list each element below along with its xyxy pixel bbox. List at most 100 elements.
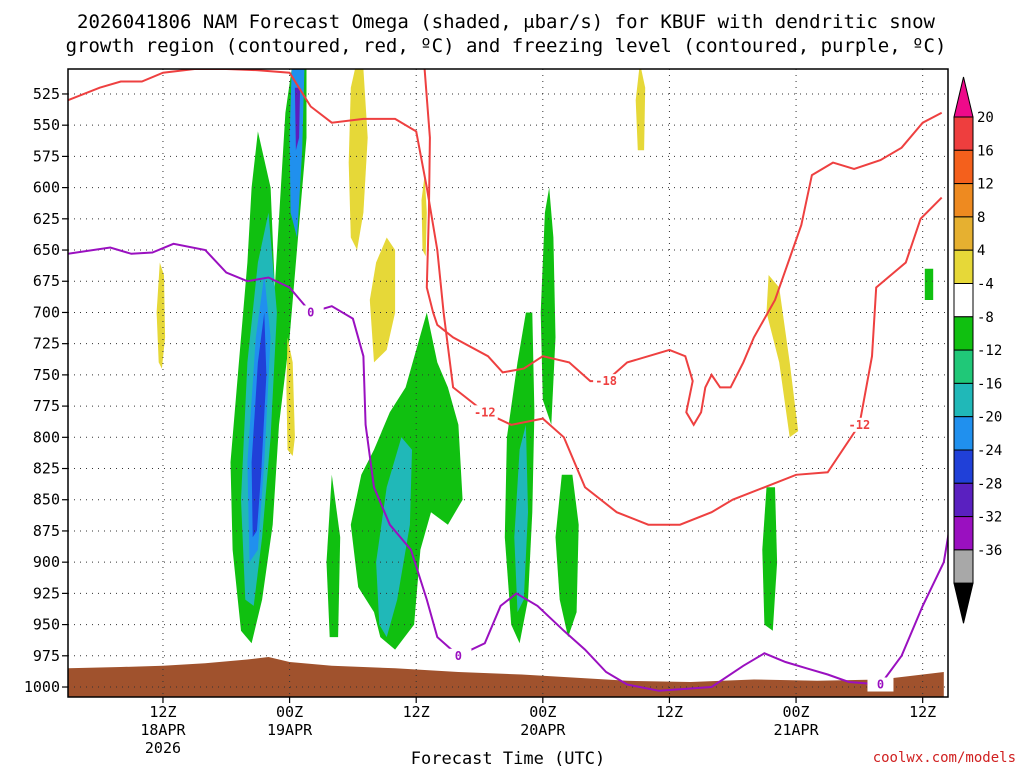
y-tick-label-800: 800: [33, 428, 60, 446]
x-tick-label-66-2: 21APR: [773, 721, 819, 739]
y-tick-label-700: 700: [33, 303, 60, 321]
colorbar-box-5: [953, 283, 974, 318]
contour-label-0-b: 0: [455, 649, 462, 663]
colorbar-box-13: [953, 549, 974, 584]
y-axis: 525 550 575 600 625 650 675 700 725 750 775 800 825 8…: [24, 85, 68, 696]
omega-region-yellow-sink-g: [766, 275, 799, 438]
omega-region-upper-jet-purple: [294, 87, 301, 151]
ground-terrain: [68, 657, 944, 697]
omega-region-yellow-sink-a: [156, 262, 166, 369]
colorbar-box-2: [953, 183, 974, 218]
y-tick-label-925: 925: [33, 584, 60, 602]
colorbar-label-4: 4: [977, 243, 985, 259]
x-tick-label-18-1: 00Z: [276, 703, 303, 721]
y-tick-label-525: 525: [33, 85, 60, 103]
contour-label-0-a-bg: [297, 305, 324, 320]
colorbar-label-11: -28: [977, 476, 1002, 492]
colorbar-box-6: [953, 316, 974, 351]
omega-region-green-21apr: [762, 487, 778, 631]
y-tick-label-600: 600: [33, 179, 60, 197]
contour-label-0-a: 0: [307, 305, 314, 319]
y-tick-label-725: 725: [33, 335, 60, 353]
contour-label-minus18-bg: [593, 374, 620, 389]
y-tick-label-1000: 1000: [24, 678, 60, 696]
freezing-level-0C-line: [68, 242, 948, 692]
omega-region-yellow-sink-e: [421, 175, 427, 257]
plot-content: -12 -12 -18 0 0 0: [68, 69, 948, 697]
y-tick-label-675: 675: [33, 272, 60, 290]
contour-label-0-c-bg: [867, 677, 894, 692]
colorbar-box-10: [953, 449, 974, 484]
colorbar-box-9: [953, 416, 974, 451]
colorbar-top-triangle: [953, 76, 974, 118]
x-tick-label-66-1: 00Z: [783, 703, 810, 721]
colorbar-label-7: -12: [977, 343, 1002, 359]
contour-label-0-c: 0: [877, 678, 884, 692]
plot-frame: [67, 68, 949, 698]
chart-title-line2: growth region (contoured, red, ºC) and f…: [66, 35, 947, 57]
y-tick-label-875: 875: [33, 522, 60, 540]
colorbar-box-8: [953, 382, 974, 418]
colorbar-label-9: -20: [977, 410, 1002, 426]
contour-label-minus12-b: -12: [849, 418, 871, 432]
x-tick-label-54-1: 12Z: [656, 703, 683, 721]
colorbar-label-12: -32: [977, 510, 1002, 526]
colorbar-box-4: [953, 249, 974, 284]
contour-label-minus18: -18: [595, 374, 617, 388]
contour-label-0-b-bg: [445, 648, 472, 663]
contour-label-minus12-b-bg: [846, 417, 873, 432]
chart-title-line1: 2026041806 NAM Forecast Omega (shaded, μ…: [77, 11, 935, 33]
colorbar-bottom-triangle: [953, 582, 974, 624]
minus-12C-isotherm-line: [68, 69, 943, 526]
omega-region-green-column-20apr-teal: [514, 424, 528, 613]
x-tick-label-42-1: 00Z: [529, 703, 556, 721]
minus-18C-isotherm-line: [423, 69, 943, 427]
x-tick-label-6-1: 12Z: [149, 703, 176, 721]
omega-region-yellow-sink-f: [635, 69, 646, 151]
colorbar-label-13: -36: [977, 543, 1002, 559]
colorbar-box-0: [953, 116, 974, 151]
credit-text: coolwx.com/models: [873, 750, 1016, 766]
colorbar-label-1: 16: [977, 143, 994, 159]
y-tick-label-625: 625: [33, 210, 60, 228]
colorbar: 20 16 12 8 4 -4 -8 -12 -16 -20 -24 -28 -32 -36: [953, 76, 1002, 624]
y-tick-label-825: 825: [33, 460, 60, 478]
y-tick-label-550: 550: [33, 116, 60, 134]
x-tick-label-18-2: 19APR: [267, 721, 313, 739]
omega-region-thin-green-left: [326, 474, 341, 638]
colorbar-box-7: [953, 349, 974, 384]
colorbar-box-1: [953, 149, 974, 185]
colorbar-box-12: [953, 516, 974, 551]
omega-region-mid-teal-blob: [376, 437, 412, 638]
x-tick-label-78-1: 12Z: [909, 703, 936, 721]
y-tick-label-850: 850: [33, 491, 60, 509]
omega-region-upper-jet-blue: [289, 69, 305, 238]
plot-area: -12 -12 -18 0 0 0: [67, 68, 949, 698]
omega-region-green-right-edge: [924, 268, 934, 300]
colorbar-label-0: 20: [977, 110, 994, 126]
colorbar-box-3: [953, 216, 974, 251]
colorbar-box-11: [953, 482, 974, 518]
y-tick-label-975: 975: [33, 647, 60, 665]
omega-region-green-tall-20apr: [540, 187, 556, 425]
colorbar-label-3: 8: [977, 210, 985, 226]
y-tick-label-775: 775: [33, 397, 60, 415]
omega-region-yellow-sink-b: [286, 337, 295, 456]
y-tick-label-900: 900: [33, 553, 60, 571]
omega-region-yellow-sink-d: [369, 237, 396, 363]
x-tick-label-30-1: 12Z: [403, 703, 430, 721]
omega-region-yellow-sink-c: [348, 69, 368, 250]
x-axis-title: Forecast Time (UTC): [411, 749, 605, 768]
y-tick-label-650: 650: [33, 241, 60, 259]
y-tick-label-750: 750: [33, 366, 60, 384]
y-tick-label-950: 950: [33, 616, 60, 634]
x-tick-label-42-2: 20APR: [520, 721, 566, 739]
colorbar-label-8: -16: [977, 376, 1002, 392]
colorbar-label-2: 12: [977, 177, 994, 193]
y-tick-label-575: 575: [33, 147, 60, 165]
colorbar-label-6: -8: [977, 310, 994, 326]
x-tick-label-6-3: 2026: [145, 739, 181, 757]
colorbar-label-5: -4: [977, 277, 994, 293]
